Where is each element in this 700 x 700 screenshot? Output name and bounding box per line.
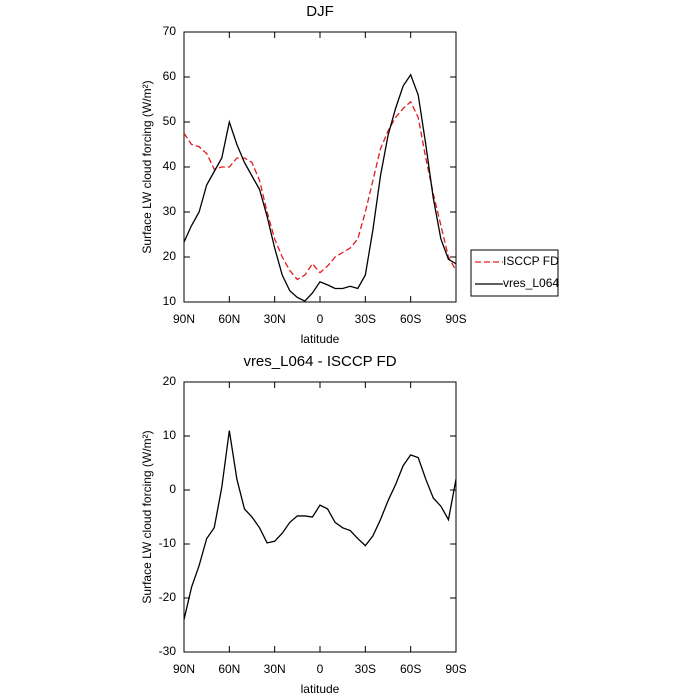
x-tick-label: 30S bbox=[355, 662, 376, 676]
y-axis-label: Surface LW cloud forcing (W/m²) bbox=[140, 80, 154, 253]
data-line bbox=[183, 73, 457, 302]
x-axis-label: latitude bbox=[301, 332, 340, 346]
y-tick-label: 20 bbox=[163, 249, 177, 263]
legend-label: vres_L064 bbox=[503, 276, 559, 290]
x-axis-label: latitude bbox=[301, 682, 340, 696]
y-tick-label: 10 bbox=[163, 294, 177, 308]
y-tick-label: 30 bbox=[163, 204, 177, 218]
y-axis-label: Surface LW cloud forcing (W/m²) bbox=[140, 430, 154, 603]
y-tick-label: 60 bbox=[163, 69, 177, 83]
x-tick-label: 30N bbox=[264, 662, 286, 676]
plot-frame bbox=[183, 381, 457, 653]
y-tick-label: -10 bbox=[159, 536, 177, 550]
y-tick-label: 20 bbox=[163, 374, 177, 388]
x-tick-label: 60N bbox=[218, 662, 240, 676]
y-tick-label: -30 bbox=[159, 644, 177, 658]
y-tick-label: 40 bbox=[163, 159, 177, 173]
y-tick-label: 0 bbox=[169, 482, 176, 496]
legend-box bbox=[470, 249, 559, 297]
x-tick-label: 60S bbox=[400, 312, 421, 326]
x-tick-label: 0 bbox=[317, 662, 324, 676]
x-tick-label: 30N bbox=[264, 312, 286, 326]
x-tick-label: 30S bbox=[355, 312, 376, 326]
y-tick-label: 10 bbox=[163, 428, 177, 442]
y-tick-label: 70 bbox=[163, 24, 177, 38]
x-tick-label: 60S bbox=[400, 662, 421, 676]
x-tick-label: 90S bbox=[445, 312, 466, 326]
data-line bbox=[183, 100, 457, 281]
chart-title: DJF bbox=[306, 3, 334, 20]
x-tick-label: 90N bbox=[173, 662, 195, 676]
chart-title: vres_L064 - ISCCP FD bbox=[243, 353, 396, 370]
data-line bbox=[183, 430, 457, 620]
x-tick-label: 90N bbox=[173, 312, 195, 326]
x-tick-label: 90S bbox=[445, 662, 466, 676]
x-tick-label: 60N bbox=[218, 312, 240, 326]
legend-label: ISCCP FD bbox=[503, 254, 559, 268]
y-tick-label: 50 bbox=[163, 114, 177, 128]
x-tick-label: 0 bbox=[317, 312, 324, 326]
y-tick-label: -20 bbox=[159, 590, 177, 604]
